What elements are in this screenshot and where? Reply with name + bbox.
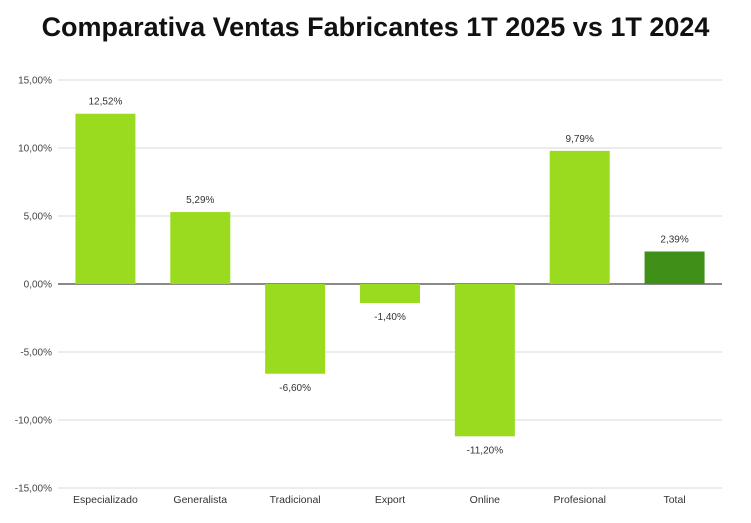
- y-axis-ticks: 15,00% 10,00% 5,00% 0,00% -5,00% -10,00% -15,0…: [15, 76, 52, 495]
- y-tick-label: 5,00%: [24, 212, 52, 223]
- category-label-generalista: Generalista: [173, 494, 227, 506]
- data-label-generalista: 5,29%: [186, 195, 214, 206]
- data-label-total: 2,39%: [660, 234, 688, 245]
- bar-especializado: [75, 113, 136, 284]
- bar-total: [644, 251, 705, 284]
- category-label-profesional: Profesional: [553, 494, 606, 506]
- data-labels: 12,52% 5,29% -6,60% -1,40% -11,20% 9,79% 2,39%: [88, 97, 688, 457]
- category-label-export: Export: [375, 494, 405, 506]
- data-label-export: -1,40%: [374, 312, 406, 323]
- data-label-especializado: 12,52%: [88, 97, 122, 108]
- y-tick-label: -15,00%: [15, 484, 52, 495]
- category-label-especializado: Especializado: [73, 494, 138, 506]
- bar-tradicional: [265, 284, 326, 374]
- data-label-online: -11,20%: [467, 445, 504, 456]
- category-label-tradicional: Tradicional: [270, 494, 321, 506]
- chart-title: Comparativa Ventas Fabricantes 1T 2025 v…: [41, 12, 710, 42]
- bar-generalista: [170, 212, 231, 284]
- data-label-tradicional: -6,60%: [279, 383, 311, 394]
- category-label-online: Online: [470, 494, 501, 506]
- y-tick-label: 10,00%: [18, 144, 52, 155]
- category-label-total: Total: [663, 494, 685, 506]
- y-tick-label: 15,00%: [18, 76, 52, 87]
- bars: [75, 113, 705, 437]
- bar-export: [360, 284, 420, 304]
- bar-profesional: [549, 150, 610, 284]
- y-tick-label: -5,00%: [20, 348, 52, 359]
- y-tick-label: -10,00%: [15, 416, 52, 427]
- bar-online: [454, 284, 515, 437]
- data-label-profesional: 9,79%: [566, 134, 594, 145]
- x-axis-categories: Especializado Generalista Tradicional Expor…: [73, 494, 686, 506]
- y-tick-label: 0,00%: [24, 280, 52, 291]
